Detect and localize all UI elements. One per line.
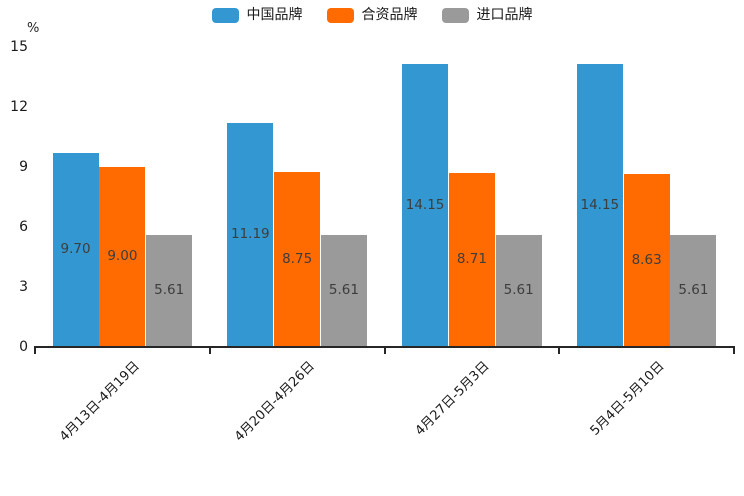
x-tick — [34, 348, 36, 354]
bar-进口品牌-1 — [320, 234, 367, 347]
bar-进口品牌-0 — [146, 234, 193, 347]
bar-中国品牌-0 — [52, 153, 99, 347]
y-tick-label: 6 — [19, 219, 28, 235]
y-tick-label: 9 — [19, 159, 28, 175]
legend-label: 合资品牌 — [361, 7, 418, 23]
bar-value-label: 5.61 — [503, 281, 534, 298]
x-tick — [558, 348, 561, 354]
legend: 中国品牌 合资品牌 进口品牌 — [0, 8, 744, 23]
legend-swatch-2 — [441, 8, 469, 23]
bar-合资品牌-0 — [99, 167, 146, 347]
bar-进口品牌-2 — [495, 234, 542, 347]
x-tick-label: 4月27日-5月3日 — [412, 358, 493, 439]
bar-value-label: 5.61 — [328, 281, 359, 298]
bar-value-label: 5.61 — [678, 281, 709, 298]
x-tick-label: 4月20日-4月26日 — [231, 358, 318, 445]
bar-value-label: 14.15 — [580, 196, 620, 213]
x-tick — [733, 348, 735, 354]
y-tick-label: 0 — [19, 339, 28, 355]
legend-item: 进口品牌 — [441, 7, 533, 23]
bar-合资品牌-1 — [274, 172, 321, 347]
x-tick-label: 4月13日-4月19日 — [57, 358, 143, 445]
bar-中国品牌-3 — [576, 64, 623, 347]
legend-item: 合资品牌 — [326, 7, 418, 23]
bar-进口品牌-3 — [670, 234, 717, 347]
bar-中国品牌-1 — [227, 123, 274, 347]
bar-value-label: 9.00 — [107, 248, 138, 264]
legend-label: 进口品牌 — [476, 7, 533, 23]
bar-合资品牌-2 — [448, 172, 495, 347]
legend-label: 中国品牌 — [246, 7, 303, 23]
x-tick-label: 5月4日-5月10日 — [587, 358, 668, 439]
y-tick-label: 15 — [10, 39, 28, 55]
bar-value-label: 11.19 — [230, 226, 270, 243]
bar-value-label: 9.70 — [60, 241, 91, 257]
x-tick — [208, 348, 211, 354]
x-axis-line — [34, 346, 735, 348]
legend-swatch-1 — [326, 8, 354, 23]
x-tick — [383, 348, 386, 354]
legend-item: 中国品牌 — [211, 7, 303, 23]
y-axis-unit-label: % — [27, 21, 40, 36]
bar-中国品牌-2 — [402, 64, 449, 347]
bar-value-label: 5.61 — [154, 281, 185, 298]
bar-value-label: 8.71 — [456, 250, 487, 267]
bar-合资品牌-3 — [623, 174, 670, 347]
bar-value-label: 8.75 — [282, 250, 313, 267]
legend-swatch-0 — [211, 8, 239, 23]
y-tick-label: 3 — [19, 279, 28, 295]
y-tick-label: 12 — [10, 99, 28, 115]
bar-value-label: 14.15 — [405, 196, 445, 213]
bar-value-label: 8.63 — [631, 251, 662, 268]
